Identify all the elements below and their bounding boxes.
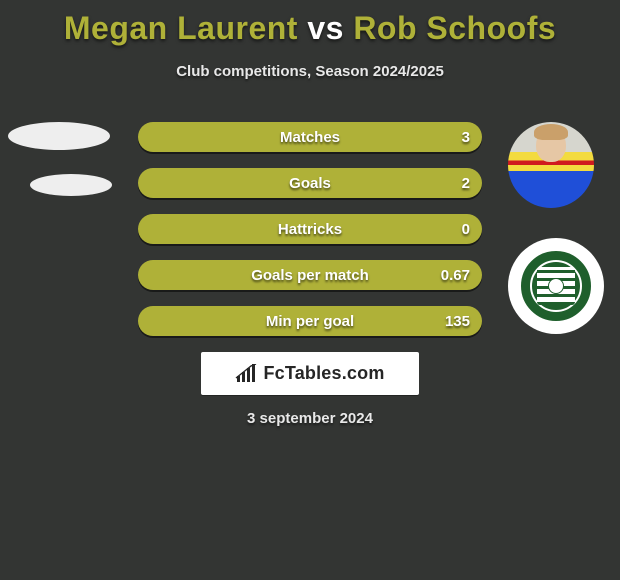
- stat-bar-value: 0.67: [441, 260, 470, 290]
- stat-bar-label: Goals per match: [138, 260, 482, 290]
- vs-separator: vs: [307, 10, 344, 46]
- placeholder-ellipse-2: [30, 174, 112, 196]
- player1-name: Megan Laurent: [64, 10, 298, 46]
- club-badge: [508, 238, 604, 334]
- stat-bar-row: Min per goal135: [138, 306, 482, 336]
- left-avatar-placeholders: [8, 122, 112, 196]
- fctables-logo: FcTables.com: [201, 352, 419, 395]
- stat-bar-row: Goals per match0.67: [138, 260, 482, 290]
- stat-bar-row: Hattricks0: [138, 214, 482, 244]
- fctables-logo-text: FcTables.com: [263, 363, 384, 384]
- stat-bar-label: Matches: [138, 122, 482, 152]
- stat-bar-label: Goals: [138, 168, 482, 198]
- club-crest-inner: [537, 267, 575, 305]
- player2-name: Rob Schoofs: [353, 10, 556, 46]
- stat-bars: Matches3Goals2Hattricks0Goals per match0…: [138, 122, 482, 352]
- stat-bar-label: Min per goal: [138, 306, 482, 336]
- stat-bar-value: 135: [445, 306, 470, 336]
- placeholder-ellipse-1: [8, 122, 110, 150]
- player-avatar: [508, 122, 594, 208]
- club-crest: [521, 251, 591, 321]
- stat-bar-value: 2: [462, 168, 470, 198]
- stat-bar-row: Goals2: [138, 168, 482, 198]
- stat-bar-value: 0: [462, 214, 470, 244]
- date: 3 september 2024: [0, 410, 620, 427]
- stat-bar-label: Hattricks: [138, 214, 482, 244]
- stat-bar-value: 3: [462, 122, 470, 152]
- stat-bar-row: Matches3: [138, 122, 482, 152]
- subtitle: Club competitions, Season 2024/2025: [0, 63, 620, 80]
- right-avatars: [508, 122, 600, 364]
- bar-chart-icon: [235, 364, 257, 384]
- club-crest-ball-icon: [548, 278, 564, 294]
- page-title: Megan Laurent vs Rob Schoofs: [0, 0, 620, 47]
